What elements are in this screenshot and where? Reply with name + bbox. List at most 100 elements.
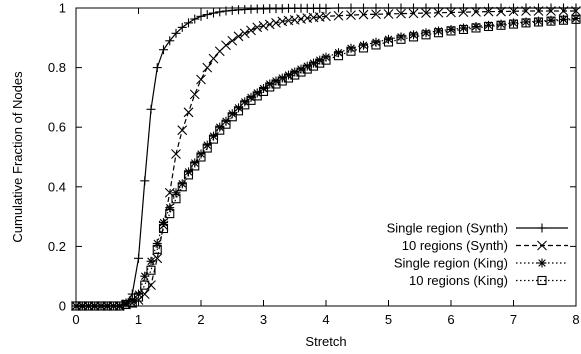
marker-stroke — [371, 9, 381, 20]
data-point — [140, 176, 150, 186]
data-point — [346, 3, 356, 13]
marker-stroke — [314, 12, 325, 22]
data-point — [208, 53, 219, 64]
marker-stroke — [346, 10, 356, 21]
data-point — [140, 280, 150, 290]
data-point — [158, 223, 169, 234]
marker-shape — [121, 299, 131, 310]
marker-stroke — [178, 180, 187, 188]
marker-stroke — [471, 6, 481, 17]
data-point — [483, 21, 494, 32]
marker-shape — [90, 301, 100, 311]
marker-stroke — [358, 9, 369, 20]
data-point — [421, 3, 431, 13]
data-point — [315, 58, 325, 68]
marker-shape — [315, 58, 325, 68]
marker-stroke — [572, 14, 580, 23]
data-point — [177, 179, 187, 189]
data-point — [371, 3, 381, 13]
data-point — [496, 20, 506, 30]
marker-stroke — [321, 11, 331, 22]
marker-shape — [296, 67, 306, 77]
marker-shape — [177, 182, 187, 192]
marker-shape — [221, 119, 231, 129]
data-point — [202, 62, 213, 73]
marker-shape — [558, 15, 569, 25]
data-point — [90, 301, 100, 311]
marker-stroke — [496, 6, 506, 17]
marker-stroke — [264, 19, 275, 30]
data-point — [302, 64, 312, 74]
x-tick-label: 2 — [197, 312, 204, 327]
data-point — [396, 8, 406, 19]
data-point — [227, 35, 238, 46]
marker-shape — [371, 40, 381, 50]
marker-shape — [290, 70, 300, 80]
x-tick-labels: 0 1 2 3 4 5 6 7 8 — [72, 312, 579, 327]
y-tick-labels: 0 0.2 0.4 0.6 0.8 1 — [48, 1, 66, 314]
data-point — [496, 6, 506, 17]
data-point — [333, 10, 344, 21]
marker-stroke — [258, 20, 269, 31]
data-point — [121, 299, 131, 310]
marker-stroke — [283, 15, 294, 26]
marker-shape — [383, 37, 394, 47]
marker-shape — [165, 209, 175, 219]
marker-stroke — [177, 125, 188, 136]
marker-shape — [227, 112, 237, 122]
data-point — [433, 28, 444, 38]
data-point — [546, 16, 556, 26]
data-point — [152, 244, 162, 254]
marker-stroke — [384, 35, 393, 44]
marker-stroke — [196, 74, 206, 85]
data-point — [233, 106, 244, 116]
data-point — [334, 3, 343, 13]
marker-stroke — [333, 10, 344, 21]
data-point — [484, 20, 493, 30]
marker-shape — [496, 20, 506, 30]
x-tick-label: 6 — [447, 312, 454, 327]
marker-shape — [537, 275, 547, 286]
data-point — [277, 76, 287, 86]
plot-area — [71, 3, 581, 311]
marker-stroke — [208, 53, 219, 64]
data-point — [227, 109, 237, 119]
marker-shape — [533, 17, 544, 27]
marker-shape — [421, 30, 431, 40]
y-tick-label: 0.4 — [48, 179, 66, 194]
marker-shape — [446, 26, 456, 36]
marker-stroke — [347, 44, 355, 52]
x-tick-label: 3 — [260, 312, 267, 327]
data-point — [571, 14, 581, 24]
y-tick-label: 1 — [59, 1, 66, 16]
data-point — [434, 26, 443, 36]
marker-shape — [458, 24, 469, 35]
data-point — [384, 34, 393, 44]
data-point — [396, 32, 406, 42]
marker-shape — [571, 14, 581, 24]
marker-stroke — [397, 33, 405, 41]
data-point — [421, 30, 431, 40]
data-point — [221, 6, 231, 16]
legend-item: 10 regions (Synth) — [402, 238, 568, 253]
marker-shape — [308, 61, 319, 71]
marker-shape — [115, 301, 125, 311]
data-point — [202, 143, 212, 153]
data-point — [521, 18, 531, 28]
data-point — [271, 79, 281, 89]
tick-layer — [75, 7, 577, 307]
series-line — [76, 18, 577, 307]
legend-label: 10 regions (King) — [409, 273, 508, 288]
data-point — [283, 73, 294, 83]
marker-stroke — [538, 259, 546, 267]
data-point — [558, 6, 569, 16]
data-point — [383, 37, 394, 47]
x-tick-label: 0 — [72, 312, 79, 327]
data-point — [433, 7, 444, 18]
marker-stroke — [296, 14, 306, 24]
data-point — [359, 3, 368, 13]
data-point — [221, 40, 231, 51]
y-tick-label: 0.8 — [48, 60, 66, 75]
marker-shape — [202, 143, 212, 153]
